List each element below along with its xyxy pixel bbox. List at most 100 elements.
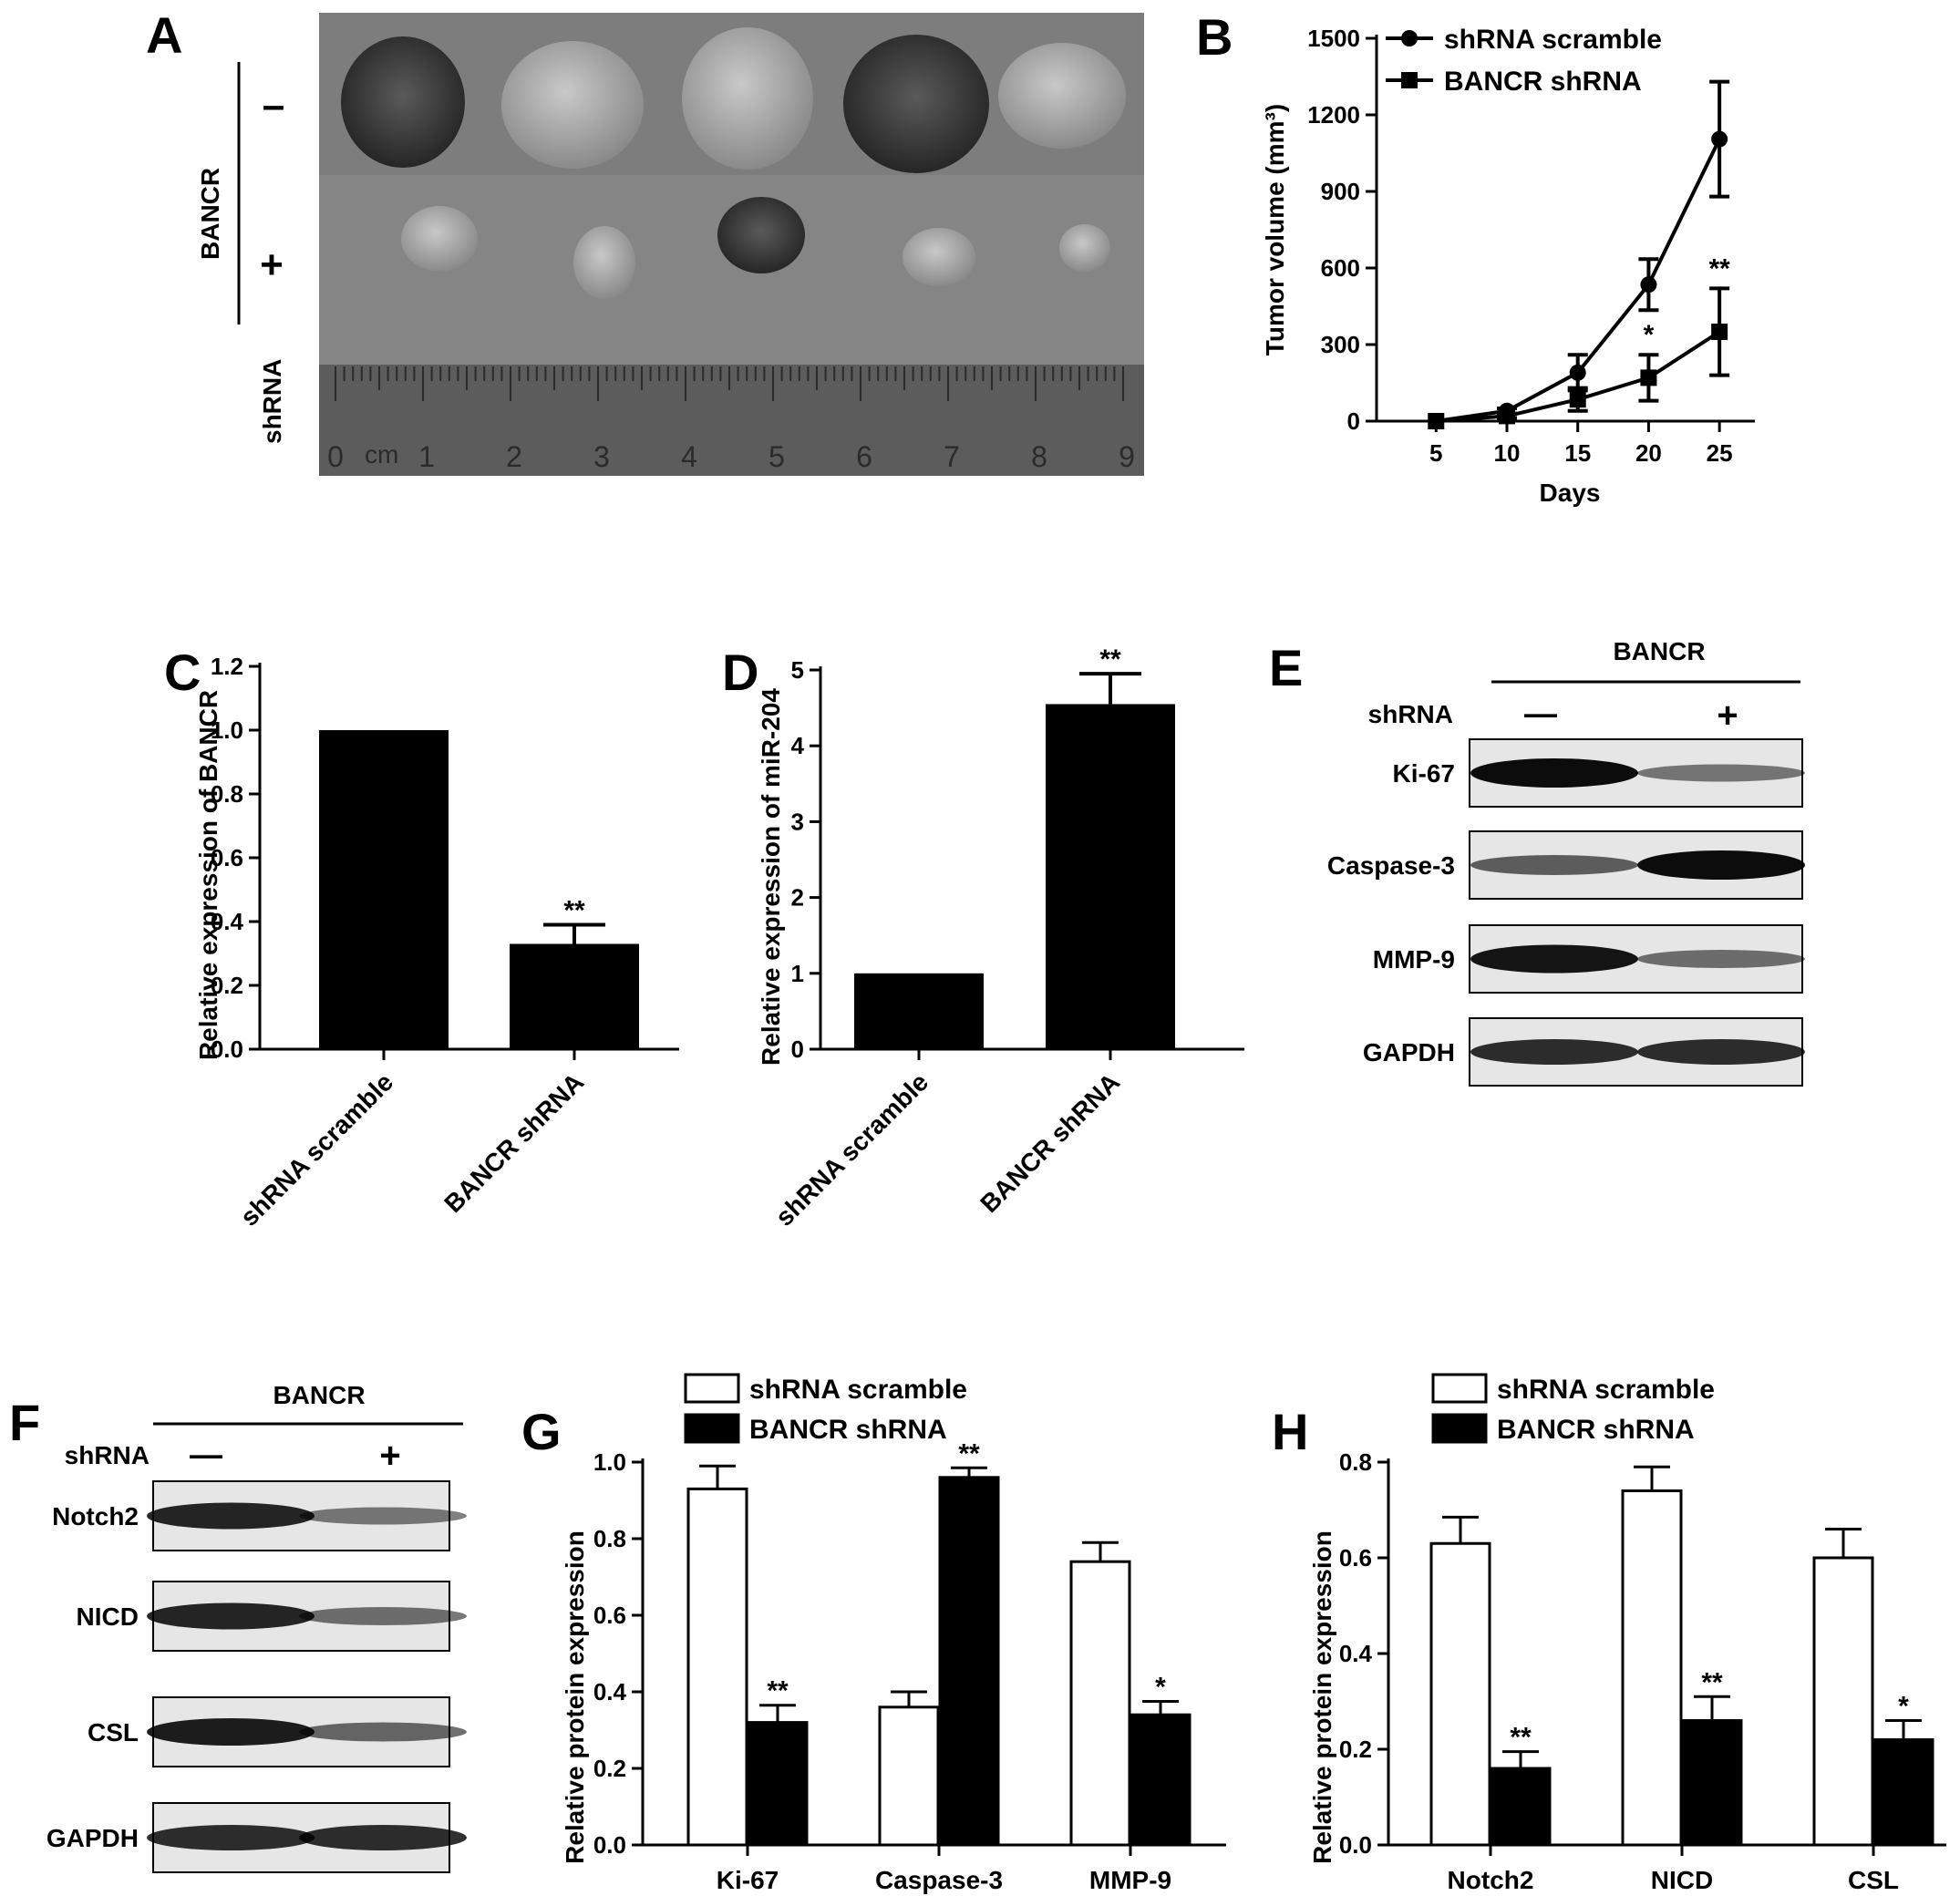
bar	[1681, 1719, 1743, 1847]
bars: *****	[1429, 1465, 1934, 1847]
protein-band	[1470, 855, 1638, 875]
y-tick-label: 1500	[1307, 25, 1360, 52]
ruler-unit: cm	[365, 440, 398, 469]
data-point	[1428, 413, 1445, 429]
ruler-ticks	[335, 366, 1124, 401]
x-tick-label: 15	[1564, 439, 1591, 467]
legend-label: shRNA scramble	[1497, 1375, 1715, 1405]
lane-plus-label: +	[379, 1436, 400, 1476]
band-label: GAPDH	[46, 1824, 139, 1852]
y-tick-label: 5	[791, 656, 804, 684]
x-tick-label: NICD	[1651, 1866, 1713, 1894]
protein-band	[1637, 950, 1805, 968]
data-point	[1711, 130, 1728, 148]
ruler-tick-label: 9	[1119, 440, 1135, 473]
blot-strip: NICD	[77, 1581, 467, 1652]
y-axis-label: Tumor volume (mm³)	[1261, 104, 1289, 356]
group-label: BANCR	[196, 168, 224, 260]
bar	[854, 973, 984, 1049]
x-tick-label: 10	[1494, 439, 1521, 467]
bars: **	[319, 730, 639, 1049]
tumor-photo-bottom-row	[319, 175, 1144, 366]
ruler-tick-label: 7	[944, 440, 960, 473]
y-tick-label: 0.4	[1339, 1640, 1373, 1667]
y-tick-label: 1200	[1307, 101, 1360, 129]
legend-label: shRNA scramble	[749, 1375, 967, 1405]
y-tick-label: 0.4	[593, 1678, 627, 1705]
x-tick-label: Caspase-3	[875, 1866, 1003, 1894]
panel-label-h: H	[1272, 1403, 1308, 1460]
y-tick-label: 0.2	[1339, 1736, 1372, 1763]
bar	[878, 1705, 940, 1847]
y-tick-label: 1.0	[211, 716, 243, 744]
bar	[938, 1476, 1000, 1847]
blot-strip: GAPDH	[1363, 1017, 1805, 1087]
y-tick-label: 0.8	[211, 780, 243, 808]
panel-label-d: D	[722, 644, 758, 701]
series-lines: ***	[1428, 79, 1730, 429]
legend-swatch	[1431, 1413, 1488, 1444]
band-label: Caspase-3	[1327, 851, 1455, 880]
protein-band	[1470, 944, 1638, 974]
blot-strip: Ki-67	[1393, 738, 1805, 808]
y-tick-label: 0	[791, 1036, 804, 1063]
tumor-control-4	[843, 35, 989, 173]
y-tick-label: 0.2	[593, 1755, 626, 1782]
protein-band	[1637, 1039, 1805, 1065]
x-tick-label: Notch2	[1448, 1866, 1534, 1894]
protein-band	[147, 1602, 315, 1630]
ruler	[319, 365, 1144, 476]
bar	[1046, 704, 1175, 1049]
ruler-tick-label: 0	[327, 440, 344, 473]
chart-h: H Relative protein expression 0.0 0.2 0.4 0…	[1272, 1373, 1946, 1894]
significance-mark: **	[767, 1676, 789, 1706]
x-tick-label: MMP-9	[1089, 1866, 1171, 1894]
protein-band	[1637, 850, 1805, 880]
chart-d: D Relative expression of miR-204 0 1 2 3 4 5 s…	[722, 644, 1244, 1231]
significance-mark: **	[1701, 1667, 1723, 1697]
ruler-tick-label: 4	[681, 440, 697, 473]
western-blot-f: F BANCR shRNA — + Notch2 NICD CSL GAPDH	[9, 1381, 467, 1873]
row-label: shRNA	[1368, 700, 1453, 728]
tumor-shrna-4	[903, 228, 975, 286]
axes: 0 300 600 900 1200 1500 5 10 15 20 25	[1307, 25, 1755, 467]
protein-band	[299, 1825, 467, 1850]
row-label: shRNA	[65, 1441, 150, 1469]
ruler-tick-label: 5	[769, 440, 785, 473]
tumor-shrna-2	[573, 226, 635, 299]
significance-mark: **	[1510, 1723, 1532, 1753]
x-tick-label: CSL	[1848, 1866, 1899, 1894]
legend-swatch	[684, 1373, 740, 1404]
significance-mark: **	[563, 896, 585, 926]
bar	[686, 1487, 748, 1847]
bar	[1621, 1489, 1683, 1847]
y-tick-label: 2	[791, 884, 804, 912]
x-tick-label: shRNA scramble	[235, 1067, 399, 1231]
x-tick-label: 5	[1429, 439, 1442, 467]
data-point	[1569, 391, 1586, 408]
y-tick-label: 4	[791, 732, 805, 759]
legend: shRNA scramble BANCR shRNA	[1431, 1373, 1715, 1445]
legend-label: BANCR shRNA	[1444, 67, 1642, 97]
lane-minus-label: —	[1524, 695, 1557, 732]
protein-band	[147, 1718, 315, 1746]
lane-plus-label: +	[1717, 696, 1738, 736]
tumor-shrna-1	[401, 206, 478, 272]
band-label: GAPDH	[1363, 1038, 1455, 1066]
y-tick-label: 1.0	[593, 1448, 626, 1476]
legend-swatch	[1431, 1373, 1488, 1404]
bar	[1130, 1713, 1191, 1847]
protein-band	[1470, 1039, 1638, 1065]
y-tick-label: 0.0	[593, 1831, 626, 1859]
x-tick-label: BANCR shRNA	[975, 1067, 1125, 1218]
y-axis-label: Relative protein expression	[1308, 1530, 1336, 1864]
bar	[319, 730, 449, 1049]
bar	[1069, 1560, 1131, 1847]
y-tick-label: 0.0	[211, 1036, 243, 1063]
western-blot-e: E BANCR shRNA — + Ki-67 Caspase-3 MMP-9 GAP…	[1269, 637, 1805, 1087]
legend-label: BANCR shRNA	[749, 1415, 947, 1445]
ruler-tick-label: 3	[593, 440, 610, 473]
lane-minus-label: —	[190, 1436, 222, 1473]
y-tick-label: 600	[1321, 254, 1360, 282]
x-tick-label: BANCR shRNA	[438, 1067, 589, 1218]
